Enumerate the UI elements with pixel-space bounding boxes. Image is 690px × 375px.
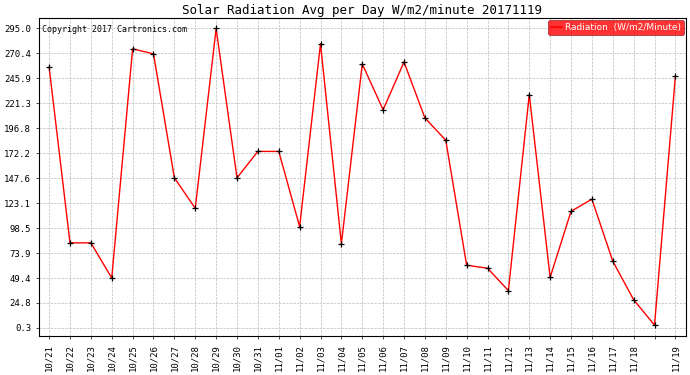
Title: Solar Radiation Avg per Day W/m2/minute 20171119: Solar Radiation Avg per Day W/m2/minute …	[182, 4, 542, 17]
Legend: Radiation  (W/m2/Minute): Radiation (W/m2/Minute)	[548, 20, 684, 34]
Text: Copyright 2017 Cartronics.com: Copyright 2017 Cartronics.com	[42, 25, 187, 34]
